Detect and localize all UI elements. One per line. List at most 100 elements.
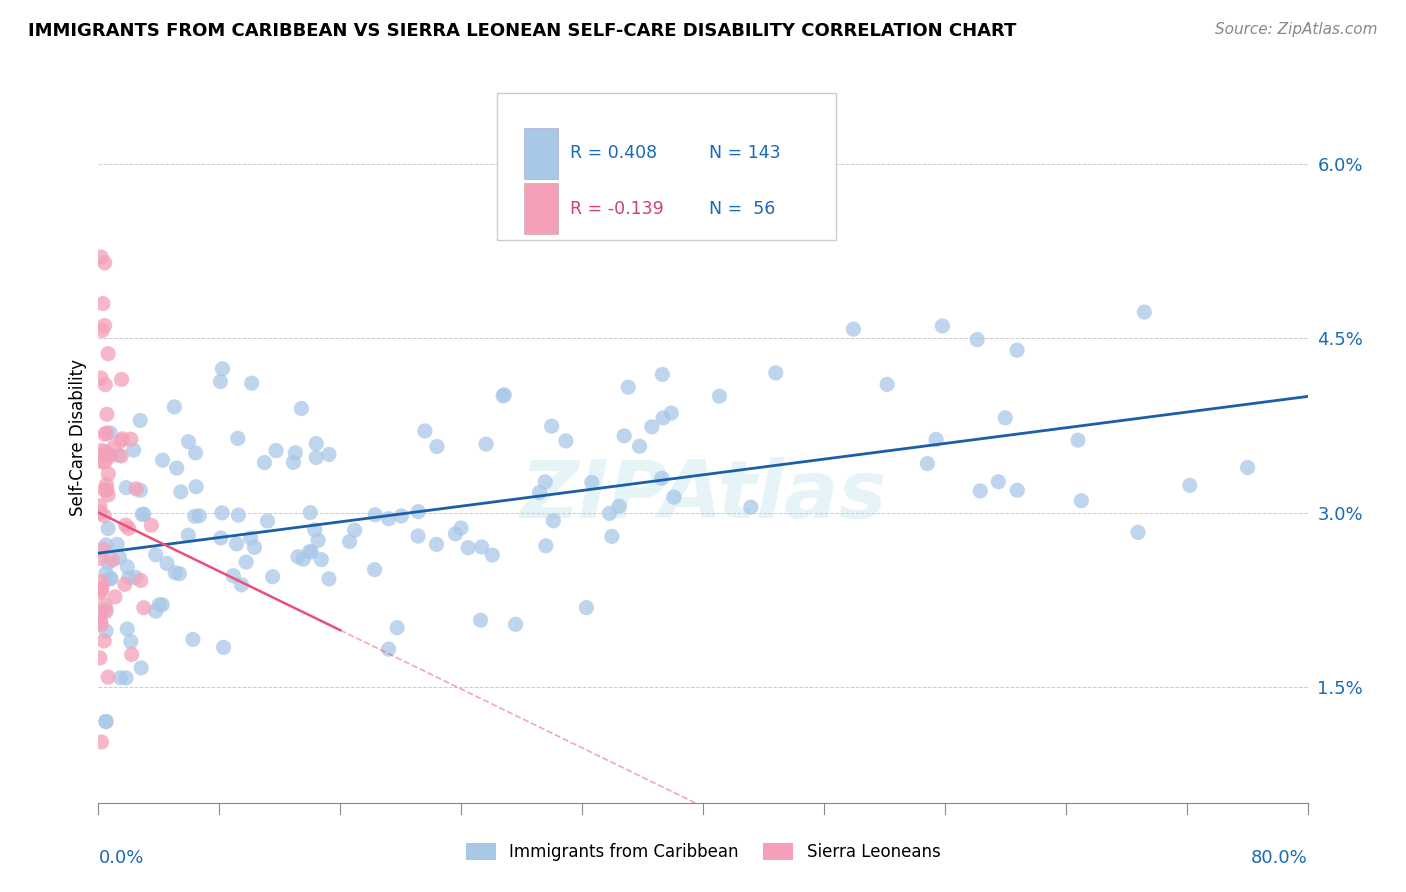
- Point: [114, 518, 136, 533]
- Point: [94, 377, 117, 392]
- Point: [765, 366, 787, 380]
- Point: [184, 446, 207, 460]
- Text: Source: ZipAtlas.com: Source: ZipAtlas.com: [1215, 22, 1378, 37]
- Point: [917, 457, 939, 471]
- Point: [101, 553, 124, 567]
- Point: [652, 411, 675, 425]
- Point: [89, 551, 111, 566]
- Point: [115, 671, 138, 685]
- Point: [188, 508, 211, 523]
- Point: [96, 477, 118, 491]
- Point: [111, 432, 134, 446]
- Point: [641, 419, 664, 434]
- Point: [243, 541, 266, 555]
- Point: [94, 624, 117, 638]
- Point: [262, 570, 284, 584]
- Point: [90, 583, 112, 598]
- Point: [444, 527, 467, 541]
- Point: [89, 615, 111, 629]
- Point: [540, 419, 562, 434]
- Point: [93, 634, 115, 648]
- Text: 0.0%: 0.0%: [98, 849, 143, 867]
- Point: [186, 480, 208, 494]
- Text: N =  56: N = 56: [709, 200, 776, 218]
- Point: [659, 406, 682, 420]
- Point: [91, 581, 114, 595]
- Point: [318, 572, 340, 586]
- Point: [90, 371, 112, 385]
- Point: [413, 424, 436, 438]
- Point: [150, 598, 173, 612]
- Point: [969, 483, 991, 498]
- Point: [93, 448, 115, 462]
- Point: [212, 640, 235, 655]
- Point: [96, 483, 118, 497]
- Text: R = 0.408: R = 0.408: [569, 145, 657, 162]
- Point: [97, 448, 120, 462]
- Point: [97, 556, 120, 570]
- Point: [93, 318, 115, 333]
- Point: [492, 389, 515, 403]
- Point: [97, 488, 120, 502]
- Point: [181, 632, 204, 647]
- Point: [450, 521, 472, 535]
- Point: [475, 437, 498, 451]
- Point: [554, 434, 576, 448]
- Point: [148, 598, 170, 612]
- Point: [389, 508, 412, 523]
- Point: [305, 436, 328, 450]
- Point: [184, 509, 207, 524]
- Point: [406, 529, 429, 543]
- Point: [100, 572, 122, 586]
- Point: [177, 528, 200, 542]
- Point: [471, 540, 494, 554]
- Point: [169, 566, 191, 581]
- Text: IMMIGRANTS FROM CARIBBEAN VS SIERRA LEONEAN SELF-CARE DISABILITY CORRELATION CHA: IMMIGRANTS FROM CARIBBEAN VS SIERRA LEON…: [28, 22, 1017, 40]
- Point: [925, 433, 948, 447]
- Point: [91, 455, 114, 469]
- Point: [94, 598, 117, 612]
- Point: [129, 661, 152, 675]
- Point: [89, 585, 111, 599]
- Point: [96, 426, 118, 441]
- Point: [90, 250, 112, 264]
- Point: [132, 507, 155, 521]
- Text: ZIPAtlas: ZIPAtlas: [520, 457, 886, 534]
- Point: [141, 518, 163, 533]
- Point: [108, 550, 131, 565]
- Point: [1005, 343, 1028, 358]
- Point: [129, 574, 152, 588]
- Point: [107, 448, 129, 462]
- Point: [311, 552, 333, 566]
- Point: [457, 541, 479, 555]
- Point: [377, 511, 399, 525]
- Point: [290, 401, 312, 416]
- Legend: Immigrants from Caribbean, Sierra Leoneans: Immigrants from Caribbean, Sierra Leonea…: [458, 836, 948, 868]
- Point: [292, 552, 315, 566]
- Point: [100, 449, 122, 463]
- Point: [91, 542, 114, 557]
- Point: [117, 559, 139, 574]
- Text: N = 143: N = 143: [709, 145, 780, 162]
- Point: [166, 461, 188, 475]
- Point: [163, 400, 186, 414]
- Point: [94, 605, 117, 619]
- Point: [534, 475, 557, 489]
- Point: [225, 537, 247, 551]
- Point: [97, 347, 120, 361]
- Point: [299, 544, 322, 558]
- Point: [406, 505, 429, 519]
- FancyBboxPatch shape: [498, 94, 837, 240]
- Point: [987, 475, 1010, 489]
- Point: [307, 533, 329, 548]
- Point: [364, 508, 387, 522]
- Point: [110, 372, 132, 386]
- Point: [1178, 478, 1201, 492]
- Point: [93, 508, 115, 523]
- Point: [110, 671, 132, 685]
- Point: [235, 555, 257, 569]
- Point: [97, 467, 120, 481]
- Point: [90, 574, 112, 589]
- Point: [613, 429, 636, 443]
- Point: [118, 521, 141, 535]
